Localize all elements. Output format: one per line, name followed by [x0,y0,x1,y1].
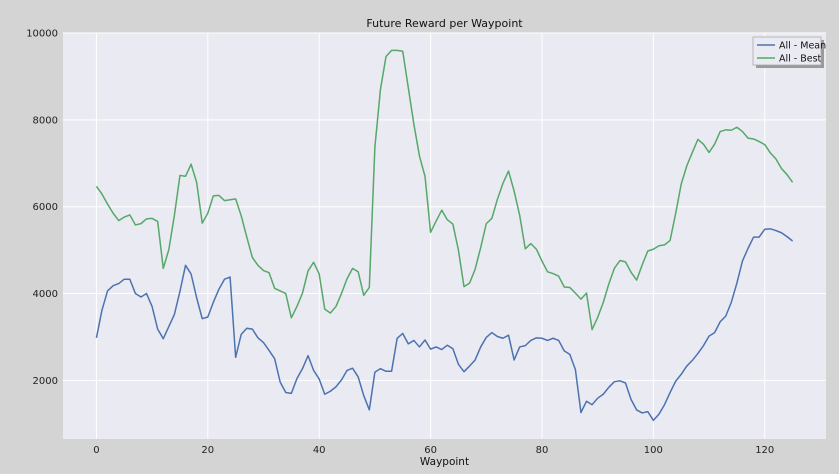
x-tick-label: 80 [536,445,549,456]
grid [63,32,826,439]
series-lines [95,49,794,422]
legend-label-mean: All - Mean [779,41,826,52]
x-axis-label: Waypoint [420,456,469,468]
series-line-all-mean [95,228,794,422]
series-line-all-best [95,49,794,331]
legend-box [752,36,822,66]
y-axis-ticks: 2000 4000 6000 8000 10000 [26,29,58,387]
y-tick-label: 2000 [33,376,58,387]
y-tick-label: 8000 [33,115,58,126]
y-tick-label: 4000 [33,289,58,300]
plot-area [63,33,826,439]
x-tick-label: 60 [424,445,437,456]
legend-label-best: All - Best [779,54,822,65]
x-tick-label: 40 [313,445,326,456]
x-tick-label: 100 [644,445,663,456]
chart-title: Future Reward per Waypoint [366,17,523,30]
y-tick-label: 10000 [26,29,58,40]
x-tick-label: 20 [201,445,214,456]
x-tick-label: 120 [755,445,774,456]
x-tick-label: 0 [93,445,99,456]
y-tick-label: 6000 [33,202,58,213]
x-axis-ticks: 0 20 40 60 80 100 120 [93,445,774,456]
legend: All - Mean All - Best [752,36,826,68]
